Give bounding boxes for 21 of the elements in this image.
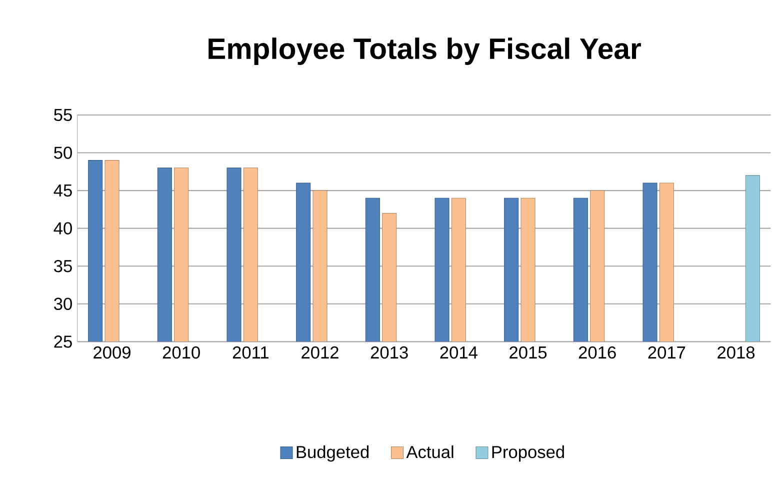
chart-title: Employee Totals by Fiscal Year xyxy=(208,38,641,65)
x-tick-label: 2012 xyxy=(302,346,338,359)
x-tick-label: 2014 xyxy=(440,346,478,359)
x-tick-label: 2009 xyxy=(94,346,130,359)
x-tick-label: 2013 xyxy=(370,346,408,359)
x-tick-label: 2011 xyxy=(232,346,268,359)
y-tick-label: 35 xyxy=(54,260,72,272)
x-tick-label: 2010 xyxy=(162,346,200,359)
y-tick-label: 25 xyxy=(54,336,72,348)
y-tick-label: 55 xyxy=(54,108,72,122)
y-tick-label: 50 xyxy=(54,146,72,159)
x-tick-label: 2017 xyxy=(648,346,686,359)
x-tick-label: 2015 xyxy=(510,346,547,359)
y-tick-label: 45 xyxy=(54,184,72,197)
x-tick-label: 2018 xyxy=(718,346,755,359)
legend-label: Budgeted xyxy=(296,445,369,462)
y-tick-label: 30 xyxy=(54,298,72,310)
legend-label: Proposed xyxy=(492,445,564,462)
legend-label: Actual xyxy=(406,445,454,458)
y-tick-label: 40 xyxy=(54,222,72,234)
x-tick-label: 2016 xyxy=(578,346,616,359)
